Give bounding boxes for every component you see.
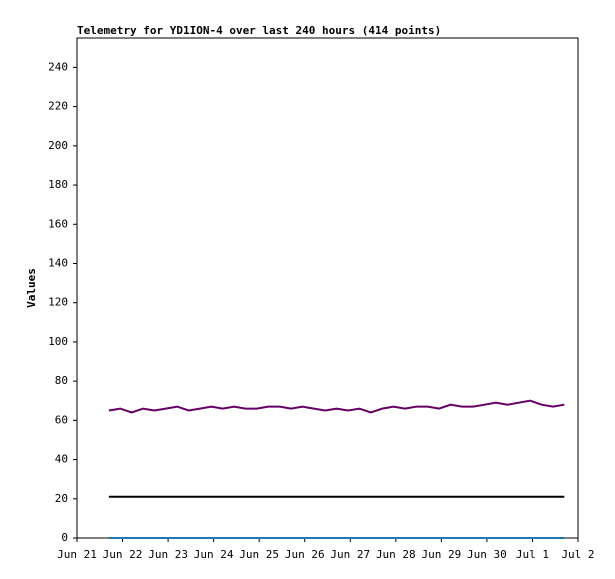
x-tick-label: Jun 24 [194, 548, 234, 561]
x-tick-label: Jun 28 [376, 548, 416, 561]
y-tick-label: 0 [61, 531, 68, 544]
y-tick-label: 20 [55, 492, 68, 505]
x-tick-label: Jun 27 [330, 548, 370, 561]
plot-frame [76, 37, 579, 539]
x-tick-label: Jun 29 [421, 548, 461, 561]
y-tick-label: 40 [55, 453, 68, 466]
x-tick-label: Jun 25 [239, 548, 279, 561]
x-tick-label: Jul 1 [516, 548, 549, 561]
y-tick-label: 220 [48, 100, 68, 113]
chart-title: Telemetry for YD1ION-4 over last 240 hou… [77, 24, 441, 37]
x-tick-label: Jun 21 [57, 548, 97, 561]
x-tick-label: Jun 23 [148, 548, 188, 561]
x-tick-label: Jun 30 [467, 548, 507, 561]
y-tick-label: 200 [48, 139, 68, 152]
x-tick-label: Jun 22 [103, 548, 143, 561]
y-tick-label: 240 [48, 60, 68, 73]
series-line [108, 399, 565, 414]
y-tick-label: 100 [48, 335, 68, 348]
y-tick-label: 80 [55, 374, 68, 387]
y-tick-label: 180 [48, 178, 68, 191]
x-tick-label: Jun 26 [285, 548, 325, 561]
y-tick-label: 120 [48, 296, 68, 309]
y-tick-label: 60 [55, 413, 68, 426]
y-tick-label: 160 [48, 217, 68, 230]
y-tick-label: 140 [48, 256, 68, 269]
x-tick-label: Jul 2 [561, 548, 594, 561]
y-axis-label: Values [25, 268, 38, 308]
